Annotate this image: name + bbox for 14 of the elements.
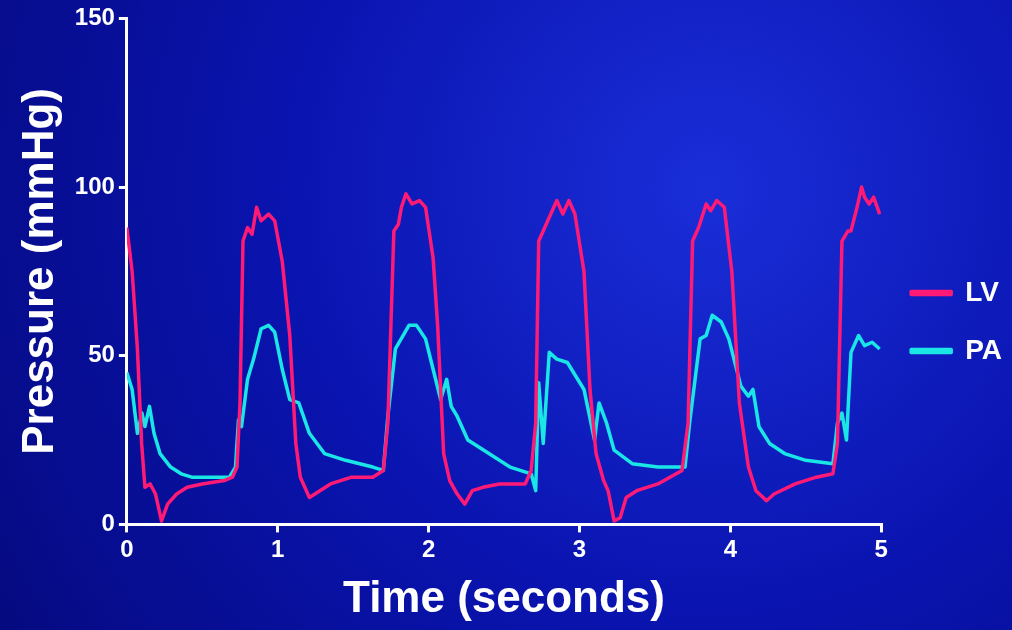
x-tick-label: 4 [723,535,738,563]
x-tick-label: 5 [874,535,888,563]
x-tick-label: 1 [271,535,285,563]
y-tick-label: 50 [88,340,115,368]
y-tick-label: 100 [74,171,115,199]
legend-label: LV [965,275,1000,307]
y-axis-title: Pressure (mmHg) [12,88,62,455]
x-axis-title: Time (seconds) [343,571,665,621]
y-tick-label: 0 [101,509,115,537]
legend-label: PA [965,333,1003,365]
x-tick-label: 0 [120,535,134,563]
y-tick-label: 150 [74,3,115,31]
x-tick-label: 2 [421,535,436,563]
x-tick-label: 3 [572,535,587,563]
